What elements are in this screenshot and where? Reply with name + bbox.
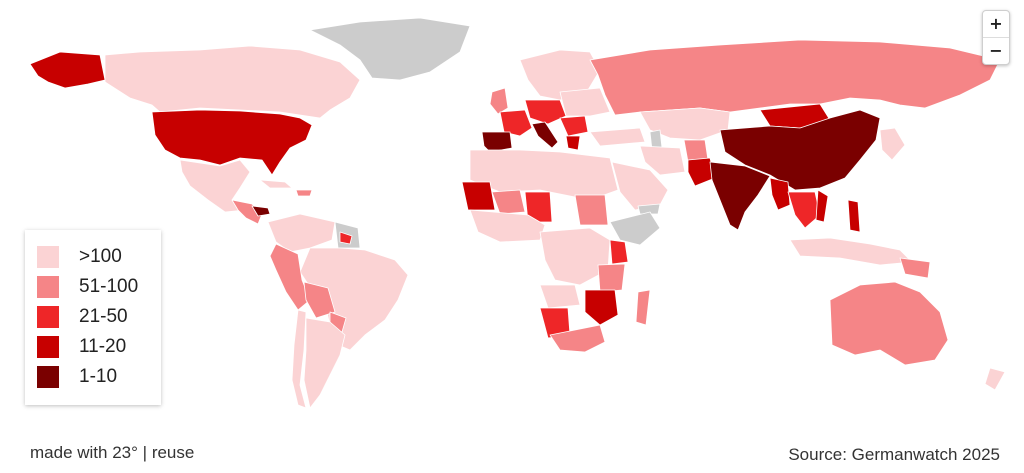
country-china[interactable] (719, 109, 881, 191)
country-turkey[interactable] (589, 127, 646, 147)
legend-item: >100 (37, 242, 161, 272)
legend-item: 51-100 (37, 272, 161, 302)
legend-label: 11-20 (79, 336, 127, 357)
country-germany-central[interactable] (524, 99, 567, 125)
country-alaska[interactable] (29, 51, 106, 89)
country-spain[interactable] (481, 131, 513, 153)
country-bangladesh-myanmar[interactable] (769, 177, 791, 211)
country-eastern-europe[interactable] (559, 87, 611, 117)
country-pakistan[interactable] (687, 157, 716, 187)
country-korea-japan[interactable] (879, 127, 906, 161)
country-mali-niger[interactable] (491, 189, 526, 215)
legend-label: 51-100 (79, 276, 139, 297)
zoom-out-button[interactable]: − (983, 37, 1009, 64)
source-text: Source: Germanwatch 2025 (788, 445, 1000, 464)
legend-item: 1-10 (37, 362, 161, 392)
country-canada[interactable] (104, 45, 361, 119)
country-russia[interactable] (589, 39, 1001, 116)
country-sudan[interactable] (574, 194, 609, 226)
country-honduras[interactable] (251, 205, 271, 217)
country-madagascar[interactable] (635, 289, 651, 326)
country-italy[interactable] (531, 121, 559, 149)
country-colombia-venezuela[interactable] (267, 213, 336, 253)
country-bolivia[interactable] (303, 281, 336, 319)
country-central-america[interactable] (231, 199, 263, 225)
country-australia[interactable] (829, 281, 949, 366)
country-balkans[interactable] (559, 115, 589, 137)
zoom-controls: + − (982, 10, 1010, 65)
country-cuba[interactable] (259, 179, 293, 189)
world-map[interactable]: + − >100 51-100 21-50 11-20 1-10 (0, 0, 1024, 430)
country-angola[interactable] (539, 284, 581, 309)
legend-swatch (37, 306, 59, 328)
country-vietnam[interactable] (815, 189, 829, 223)
country-central-africa[interactable] (539, 227, 611, 286)
country-india[interactable] (709, 161, 771, 231)
country-horn[interactable] (609, 211, 661, 246)
country-france[interactable] (499, 109, 533, 137)
country-mozambique-zimbabwe[interactable] (584, 289, 619, 326)
country-uk[interactable] (489, 87, 509, 115)
country-guyana[interactable] (339, 231, 353, 245)
country-greece[interactable] (565, 135, 581, 151)
map-legend: >100 51-100 21-50 11-20 1-10 (25, 230, 161, 405)
legend-label: 1-10 (79, 366, 118, 387)
country-philippines[interactable] (847, 199, 861, 233)
country-south-africa[interactable] (549, 324, 606, 353)
legend-swatch (37, 276, 59, 298)
country-indochina[interactable] (787, 191, 821, 229)
footer-separator: | (142, 443, 148, 462)
country-usa[interactable] (151, 109, 313, 176)
country-iran[interactable] (639, 145, 686, 176)
zoom-in-button[interactable]: + (989, 14, 1003, 33)
country-yemen[interactable] (637, 203, 661, 215)
country-argentina[interactable] (303, 317, 346, 409)
country-chad[interactable] (524, 191, 553, 223)
country-hispaniola[interactable] (295, 189, 313, 197)
choropleth-map[interactable] (0, 0, 1024, 430)
country-west-africa[interactable] (469, 209, 546, 243)
country-greenland[interactable] (309, 17, 471, 81)
reuse-link[interactable]: reuse (151, 443, 195, 462)
country-indonesia[interactable] (789, 237, 913, 266)
country-chile[interactable] (291, 309, 307, 409)
legend-swatch (37, 246, 59, 268)
legend-label: >100 (79, 246, 122, 267)
country-kenya[interactable] (609, 239, 629, 265)
country-new-zealand[interactable] (984, 367, 1006, 391)
country-east-africa[interactable] (597, 263, 626, 293)
legend-item: 11-20 (37, 332, 161, 362)
legend-swatch (37, 336, 59, 358)
legend-item: 21-50 (37, 302, 161, 332)
legend-swatch (37, 366, 59, 388)
footer-credits: made with 23° | reuse (30, 443, 194, 463)
country-png[interactable] (899, 257, 931, 279)
country-mauritania[interactable] (461, 181, 496, 211)
made-with-text: made with 23° (30, 443, 138, 462)
legend-label: 21-50 (79, 306, 128, 327)
